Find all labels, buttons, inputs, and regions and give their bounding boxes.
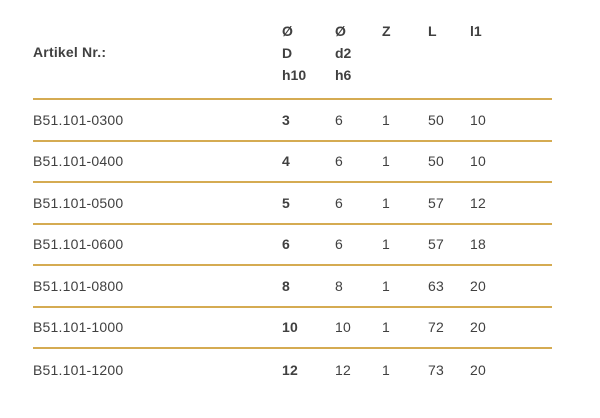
length-l-cell: 57 [428,194,444,211]
column-header-line: l1 [470,23,482,39]
diameter-d2-cell: 6 [335,111,343,128]
z-cell: 1 [382,277,390,294]
table-row: B51.101-0800 8 8 1 63 20 [33,266,552,308]
length-l-cell: 50 [428,111,444,128]
table-row: B51.101-1000 10 10 1 72 20 [33,308,552,349]
diameter-d-cell: 10 [282,319,298,336]
diameter-d2-cell: 12 [335,361,351,378]
length-l-cell: 72 [428,319,444,336]
diameter-d2-cell: 6 [335,153,343,170]
column-header-line: h6 [335,67,352,83]
column-header-line: h10 [282,67,307,83]
diameter-d-cell: 4 [282,153,290,170]
artikel-nr-cell: B51.101-0400 [33,153,124,170]
length-l-cell: 50 [428,153,444,170]
length-l1-cell: 12 [470,194,486,211]
column-header-l1: l1 [470,0,552,98]
length-l-cell: 57 [428,236,444,253]
length-l1-cell: 20 [470,277,486,294]
diameter-d2-cell: 6 [335,194,343,211]
column-header-diameter-d2: Ø d2 h6 [335,0,382,98]
length-l1-cell: 10 [470,111,486,128]
artikel-nr-cell: B51.101-1000 [33,319,124,336]
artikel-nr-cell: B51.101-0300 [33,111,124,128]
column-header-line: Ø [282,23,293,39]
table-row: B51.101-0400 4 6 1 50 10 [33,142,552,183]
diameter-d-cell: 12 [282,361,298,378]
z-cell: 1 [382,361,390,378]
table-row: B51.101-1200 12 12 1 73 20 [33,349,552,391]
column-header-line: L [428,23,437,39]
z-cell: 1 [382,194,390,211]
z-cell: 1 [382,236,390,253]
length-l1-cell: 20 [470,319,486,336]
diameter-d2-cell: 10 [335,319,351,336]
diameter-d-cell: 3 [282,111,290,128]
diameter-d2-cell: 6 [335,236,343,253]
artikel-nr-cell: B51.101-0800 [33,277,124,294]
column-header-line: Z [382,23,391,39]
length-l1-cell: 20 [470,361,486,378]
diameter-d-cell: 5 [282,194,290,211]
diameter-d2-cell: 8 [335,277,343,294]
length-l1-cell: 18 [470,236,486,253]
table-row: B51.101-0500 5 6 1 57 12 [33,183,552,225]
artikel-nr-cell: B51.101-0500 [33,194,124,211]
length-l1-cell: 10 [470,153,486,170]
column-header-Z: Z [382,0,428,98]
column-header-L: L [428,0,470,98]
table-header-row: Artikel Nr.: Ø D h10 Ø d2 h6 Z L l1 [33,0,552,100]
artikel-nr-cell: B51.101-0600 [33,236,124,253]
length-l-cell: 73 [428,361,444,378]
table-row: B51.101-0600 6 6 1 57 18 [33,225,552,266]
diameter-d-cell: 8 [282,277,290,294]
artikel-nr-label: Artikel Nr.: [33,44,107,60]
column-header-line: Ø [335,23,346,39]
column-header-diameter-D: Ø D h10 [282,0,335,98]
table-row: B51.101-0300 3 6 1 50 10 [33,100,552,142]
article-spec-table: Artikel Nr.: Ø D h10 Ø d2 h6 Z L l1 B51.… [33,0,552,391]
diameter-d-cell: 6 [282,236,290,253]
artikel-nr-cell: B51.101-1200 [33,361,124,378]
z-cell: 1 [382,319,390,336]
column-header-line: d2 [335,45,352,61]
z-cell: 1 [382,153,390,170]
column-header-line: D [282,45,293,61]
z-cell: 1 [382,111,390,128]
length-l-cell: 63 [428,277,444,294]
